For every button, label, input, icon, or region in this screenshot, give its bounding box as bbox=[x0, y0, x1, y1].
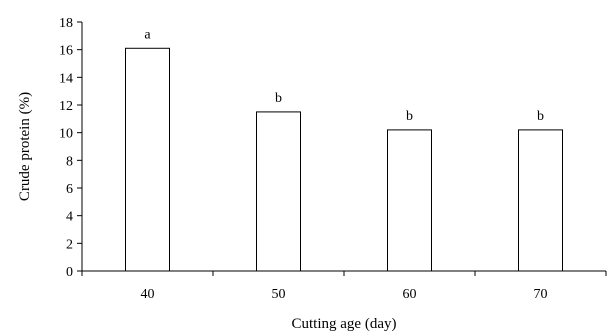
x-tick-label: 50 bbox=[272, 287, 286, 302]
x-tick-label: 40 bbox=[141, 287, 155, 302]
significance-label: b bbox=[537, 109, 544, 124]
x-axis-ticks: 40 50 60 70 bbox=[81, 271, 607, 302]
bar-60 bbox=[387, 129, 432, 272]
significance-labels: a b b b bbox=[144, 27, 544, 124]
bar-70 bbox=[518, 129, 563, 272]
y-tick-label: 2 bbox=[66, 237, 73, 252]
significance-label: a bbox=[144, 27, 151, 42]
y-tick-label: 8 bbox=[66, 154, 73, 169]
x-tick-label: 60 bbox=[403, 287, 417, 302]
y-tick-label: 10 bbox=[59, 127, 73, 142]
y-axis-title: Crude protein (%) bbox=[17, 92, 33, 201]
x-axis-title: Cutting age (day) bbox=[292, 316, 397, 332]
y-tick-label: 16 bbox=[59, 44, 73, 59]
significance-label: b bbox=[406, 109, 413, 124]
significance-label: b bbox=[275, 91, 282, 106]
x-tick-label: 70 bbox=[534, 287, 548, 302]
y-axis-ticks: 0 2 4 6 8 10 12 14 16 18 bbox=[59, 16, 82, 280]
y-tick-label: 12 bbox=[59, 99, 73, 114]
y-tick-label: 4 bbox=[66, 210, 73, 225]
bar-50 bbox=[256, 111, 301, 272]
bars bbox=[125, 47, 563, 272]
y-tick-label: 6 bbox=[66, 182, 73, 197]
y-tick-label: 14 bbox=[59, 71, 73, 86]
y-tick-label: 0 bbox=[66, 265, 73, 280]
y-tick-label: 18 bbox=[59, 16, 73, 31]
bar-40 bbox=[125, 47, 170, 272]
